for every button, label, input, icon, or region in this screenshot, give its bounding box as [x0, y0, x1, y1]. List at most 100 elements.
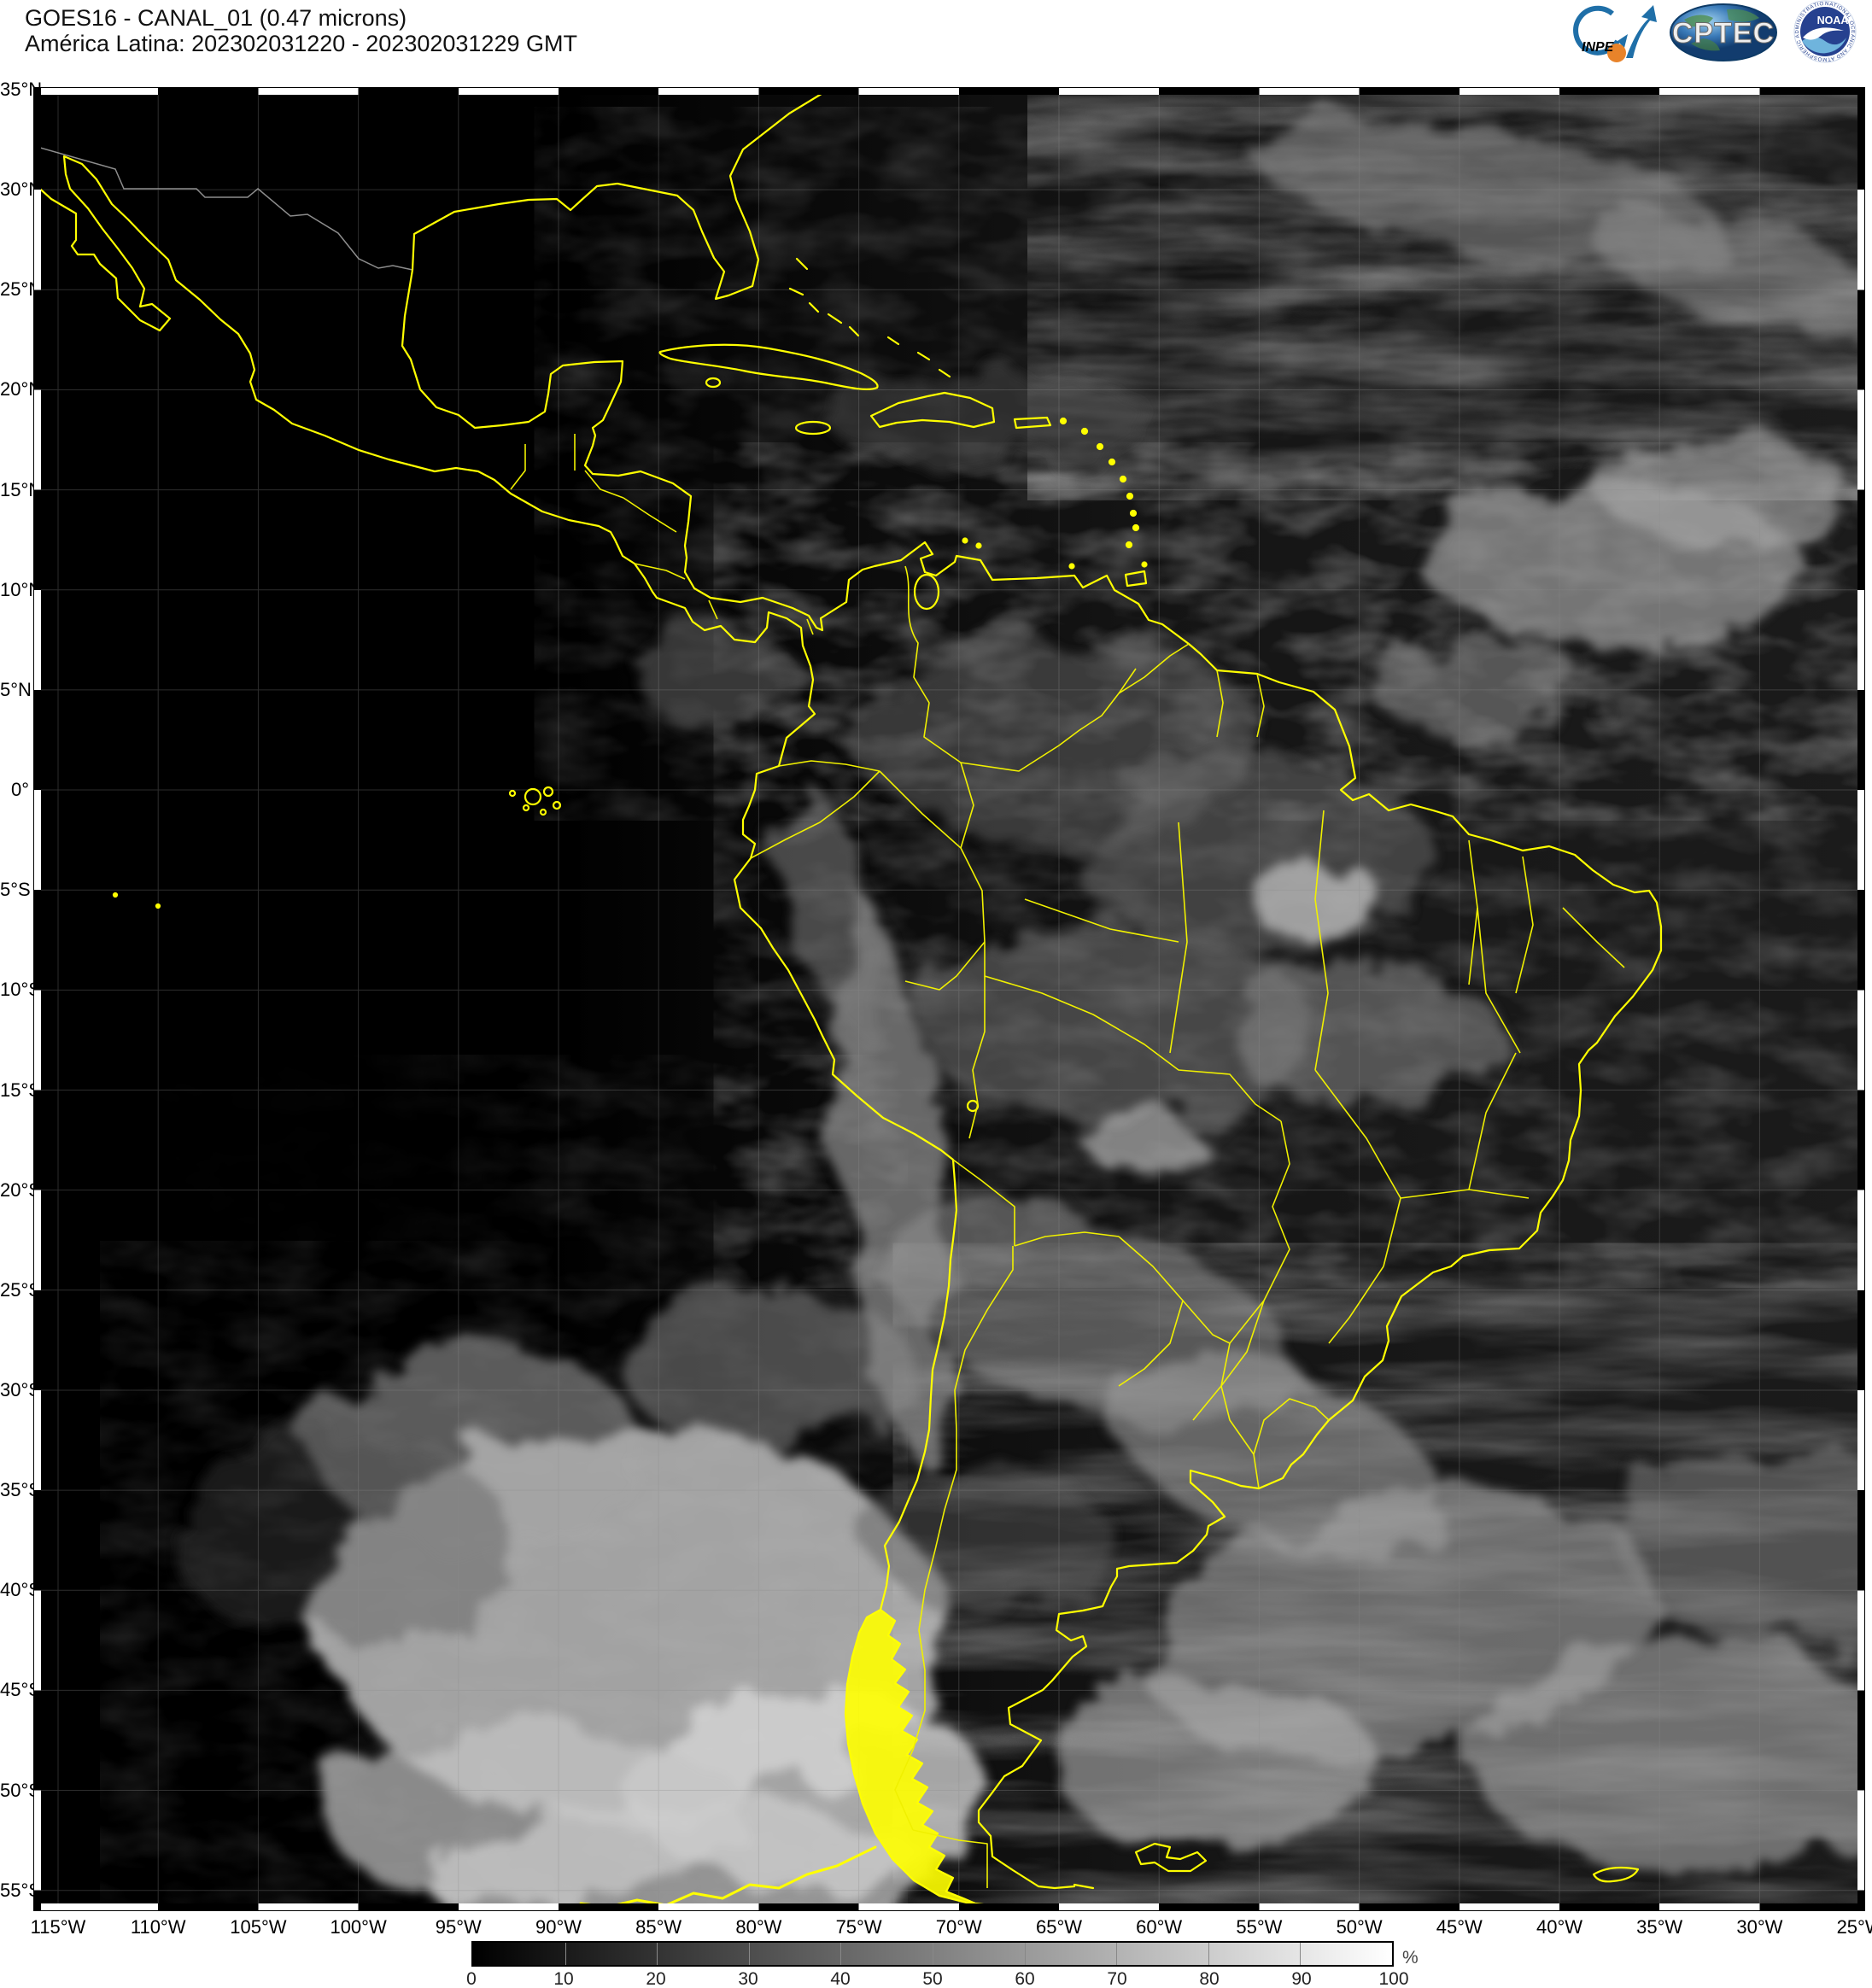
lat-label: 45°S: [0, 1679, 41, 1701]
cptec-logo: CPTEC: [1670, 3, 1777, 61]
lon-label: 110°W: [130, 1916, 186, 1938]
lon-label: 30°W: [1736, 1916, 1783, 1938]
colorbar-tick: [565, 1943, 566, 1965]
colorbar-tick-label: 60: [1015, 1969, 1035, 1988]
colorbar-tick-label: 10: [553, 1969, 574, 1988]
lon-label: 70°W: [935, 1916, 982, 1938]
colorbar-tick: [748, 1943, 750, 1965]
colorbar-tick: [840, 1943, 842, 1965]
map-neatline-left: [34, 88, 41, 1910]
colorbar-tick-label: 90: [1291, 1969, 1312, 1988]
inpe-logo-text: INPE: [1582, 40, 1615, 55]
lon-label: 80°W: [735, 1916, 782, 1938]
cptec-logo-text: CPTEC: [1672, 17, 1775, 50]
colorbar-tick: [1208, 1943, 1209, 1965]
colorbar-tick-label: 70: [1107, 1969, 1127, 1988]
lake-maracaibo: [913, 573, 940, 611]
noaa-wave-icon: [1802, 37, 1846, 54]
colorbar-tick: [1300, 1943, 1302, 1965]
lesser-antilles: [962, 417, 1148, 570]
noaa-logo: NOAA NATIONAL OCEANIC AND ATMOSPHERIC AD…: [1784, 0, 1857, 63]
lat-label: 35°S: [0, 1479, 41, 1501]
patagonia-icefields: [844, 1608, 1015, 1909]
lat-label: 25°S: [0, 1278, 41, 1301]
lon-label: 55°W: [1236, 1916, 1283, 1938]
lat-label: 50°S: [0, 1779, 41, 1801]
us-mexico-border-line: [34, 145, 413, 271]
isla-de-los-estados: [1073, 1883, 1095, 1890]
small-island-speck-1: [112, 892, 119, 898]
lat-label: 10°S: [0, 979, 41, 1001]
lat-label: 15°N: [0, 478, 43, 500]
cuba-outline: [658, 343, 879, 390]
colorbar-tick-label: 20: [646, 1969, 666, 1988]
graticule-gridlines: [34, 88, 1864, 1910]
lat-label: 25°N: [0, 278, 43, 301]
terminator-shadow: [34, 88, 581, 1241]
coastline-pacific: [34, 155, 958, 1611]
tierra-del-fuego-smear: [579, 1845, 877, 1909]
lon-label: 90°W: [535, 1916, 582, 1938]
satellite-imagery: [34, 88, 1864, 1910]
lat-label: 55°S: [0, 1879, 41, 1901]
colorbar-unit-label: %: [1402, 1948, 1419, 1968]
trinidad-outline: [1124, 570, 1148, 588]
lon-label: 105°W: [230, 1916, 287, 1938]
map-neatline-bottom: [34, 1903, 1864, 1910]
inpe-logo: INPE: [1573, 5, 1657, 62]
lat-label: 15°S: [0, 1079, 41, 1101]
lon-label: 25°W: [1836, 1916, 1872, 1938]
inpe-swirl-arrowhead: [1618, 34, 1628, 48]
lon-label: 60°W: [1136, 1916, 1183, 1938]
colorbar-tick-label: 100: [1378, 1969, 1409, 1988]
lon-label: 85°W: [635, 1916, 682, 1938]
colorbar-tick: [1024, 1943, 1026, 1965]
hispaniola-outline: [869, 391, 996, 429]
lon-label: 115°W: [30, 1916, 86, 1938]
lat-label: 30°S: [0, 1378, 41, 1400]
coastline-atlantic: [401, 88, 1663, 1890]
jamaica-outline: [794, 420, 832, 436]
south-georgia-outline: [1592, 1866, 1640, 1883]
lon-label: 35°W: [1636, 1916, 1683, 1938]
noaa-logo-text: NOAA: [1817, 15, 1849, 26]
cloud-masses: [171, 118, 1864, 1910]
lat-label: 40°S: [0, 1579, 41, 1601]
lon-label: 50°W: [1336, 1916, 1383, 1938]
falklands-outline: [1134, 1842, 1208, 1873]
lat-label: 0°: [10, 779, 29, 801]
satellite-map: [33, 87, 1865, 1911]
lat-label: 5°S: [0, 879, 31, 901]
coastline-borders: [34, 88, 1663, 1909]
map-neatline-right: [1857, 88, 1864, 1910]
lat-label: 20°N: [0, 378, 43, 401]
country-state-borders: [510, 434, 1625, 1888]
colorbar-tick: [657, 1943, 658, 1965]
cptec-globe-continents: [1684, 9, 1759, 51]
isla-juventud: [705, 377, 722, 389]
page-title: GOES16 - CANAL_01 (0.47 microns): [25, 5, 407, 31]
lat-label: 30°N: [0, 178, 43, 201]
inpe-swirl-icon: [1573, 5, 1620, 56]
galapagos-islands: [508, 786, 562, 816]
lon-label: 100°W: [330, 1916, 387, 1938]
colorbar-tick: [1116, 1943, 1118, 1965]
puerto-rico-outline: [1013, 416, 1052, 430]
small-island-speck-2: [155, 903, 161, 909]
map-neatline-top: [34, 88, 1864, 95]
lat-label: 20°S: [0, 1178, 41, 1201]
lat-label: 5°N: [0, 678, 32, 700]
lat-label: 35°N: [0, 79, 43, 100]
colorbar-tick-label: 50: [922, 1969, 943, 1988]
lon-label: 40°W: [1536, 1916, 1583, 1938]
lon-label: 75°W: [835, 1916, 882, 1938]
colorbar-tick-label: 0: [466, 1969, 477, 1988]
colorbar: [471, 1941, 1394, 1967]
lon-label: 65°W: [1035, 1916, 1083, 1938]
inpe-orange-ball-icon: [1607, 44, 1626, 62]
bahamas-islands: [788, 257, 951, 378]
lon-label: 95°W: [435, 1916, 482, 1938]
lon-label: 45°W: [1436, 1916, 1483, 1938]
colorbar-tick-label: 40: [830, 1969, 851, 1988]
